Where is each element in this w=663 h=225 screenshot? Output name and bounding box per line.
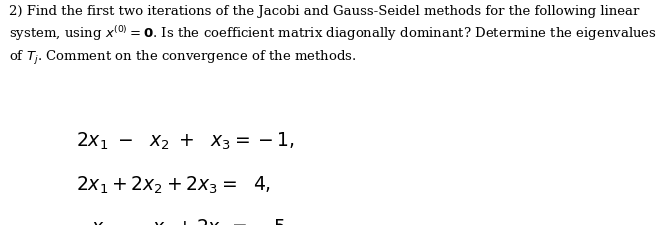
Text: $2x_1 + 2x_2 + 2x_3 =\ \ 4,$: $2x_1 + 2x_2 + 2x_3 =\ \ 4,$ <box>76 174 271 196</box>
Text: 2) Find the first two iterations of the Jacobi and Gauss-Seidel methods for the : 2) Find the first two iterations of the … <box>9 4 656 67</box>
Text: $-x_1\ -\ \ x_2 + 2x_3 = -5$: $-x_1\ -\ \ x_2 + 2x_3 = -5$ <box>76 217 286 225</box>
Text: $2x_1\ -\ \ x_2\ +\ \ x_3 = -1,$: $2x_1\ -\ \ x_2\ +\ \ x_3 = -1,$ <box>76 130 295 152</box>
